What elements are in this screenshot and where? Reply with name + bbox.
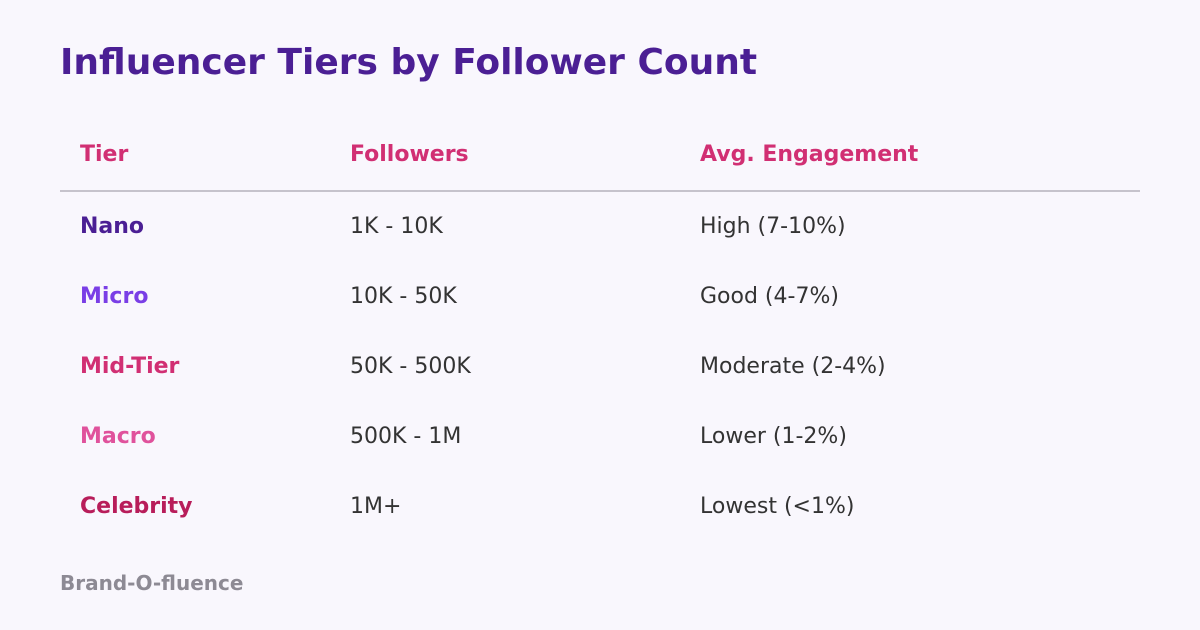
tier-name: Nano (80, 214, 145, 239)
tier-name: Celebrity (80, 494, 193, 519)
followers-range: 1M+ (350, 494, 402, 519)
engagement-rate: Moderate (2-4%) (700, 354, 886, 379)
engagement-rate: Lower (1-2%) (700, 424, 847, 449)
table-row: Mid-Tier 50K - 500K Moderate (2-4%) (60, 332, 1140, 402)
followers-range: 500K - 1M (350, 424, 462, 449)
page-title: Influencer Tiers by Follower Count (60, 42, 758, 83)
table-row: Celebrity 1M+ Lowest (<1%) (60, 472, 1140, 542)
tier-name: Micro (80, 284, 149, 309)
engagement-rate: Good (4-7%) (700, 284, 839, 309)
table-row: Micro 10K - 50K Good (4-7%) (60, 262, 1140, 332)
tier-name: Mid-Tier (80, 354, 180, 379)
tier-name: Macro (80, 424, 156, 449)
followers-range: 50K - 500K (350, 354, 471, 379)
followers-range: 1K - 10K (350, 214, 443, 239)
brand-footer: Brand-O-fluence (60, 571, 244, 595)
table-header-row: Tier Followers Avg. Engagement (60, 130, 1140, 192)
influencer-tiers-table: Tier Followers Avg. Engagement Nano 1K -… (60, 130, 1140, 542)
header-engagement: Avg. Engagement (700, 142, 919, 167)
header-tier: Tier (80, 142, 129, 167)
engagement-rate: Lowest (<1%) (700, 494, 855, 519)
table-row: Macro 500K - 1M Lower (1-2%) (60, 402, 1140, 472)
header-followers: Followers (350, 142, 469, 167)
followers-range: 10K - 50K (350, 284, 457, 309)
table-row: Nano 1K - 10K High (7-10%) (60, 192, 1140, 262)
engagement-rate: High (7-10%) (700, 214, 846, 239)
